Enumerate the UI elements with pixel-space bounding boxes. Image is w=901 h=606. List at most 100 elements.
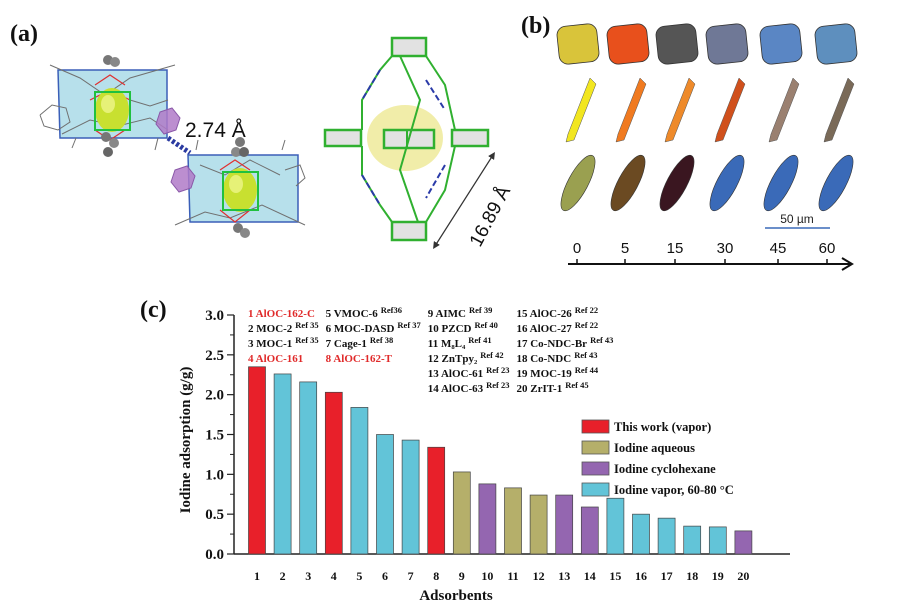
legend-swatch-cyclohexane: [581, 461, 610, 476]
y-tick-label: 3.0: [205, 308, 224, 324]
x-tick-label: 2: [280, 569, 286, 583]
adsorbent-annotation: 10 PZCD Ref 40: [428, 320, 498, 335]
bar-6: [376, 434, 394, 555]
legend-swatch-work: [581, 419, 610, 434]
crystal-square-1: [606, 23, 650, 65]
time-tick-label: 30: [717, 240, 734, 257]
crystal-needle-3: [714, 77, 746, 143]
adsorbent-annotation: 11 M₈L₄ Ref 41: [428, 335, 492, 350]
y-tick-label: 0.0: [205, 547, 224, 563]
crystal-needle-0: [565, 77, 597, 143]
crystal-needle-2: [664, 77, 696, 143]
adsorbent-annotation: 18 Co-NDC Ref 43: [516, 350, 597, 365]
bar-11: [504, 487, 522, 555]
adsorbent-annotation: 2 MOC-2 Ref 35: [248, 320, 319, 335]
bar-16: [632, 513, 650, 555]
y-tick-label: 1.0: [205, 467, 224, 483]
adsorbent-annotation: 13 AlOC-61 Ref 23: [428, 365, 510, 380]
crystal-ellipse-5: [818, 154, 854, 212]
x-tick-label: 7: [408, 569, 414, 583]
y-tick-label: 1.5: [205, 428, 224, 444]
adsorbent-annotation: 3 MOC-1 Ref 35: [248, 335, 319, 350]
x-tick-label: 17: [661, 569, 673, 583]
crystal-ellipse-2: [659, 154, 695, 212]
x-tick-label: 11: [507, 569, 518, 583]
adsorbent-annotation: 20 ZrIT-1 Ref 45: [516, 380, 588, 395]
adsorbent-annotation: 12 ZnTpy₂ Ref 42: [428, 350, 504, 365]
chart-legend: This work (vapor) Iodine aqueous Iodine cy…: [581, 419, 734, 497]
time-tick-label: 15: [667, 240, 684, 257]
crystal-needle-4: [768, 77, 800, 143]
x-tick-label: 20: [737, 569, 749, 583]
crystal-square-4: [759, 23, 803, 65]
bar-5: [350, 407, 369, 555]
bar-7: [401, 439, 420, 555]
adsorbent-annotation: 17 Co-NDC-Br Ref 43: [516, 335, 613, 350]
x-tick-label: 5: [356, 569, 362, 583]
bar-13: [555, 494, 574, 555]
panel-b-crystal-figure: 50 µm 0 5 15 30 45 60: [556, 23, 858, 271]
y-tick-label: 0.5: [205, 507, 224, 523]
distance-label: 2.74 Å: [185, 119, 246, 142]
bar-19: [708, 526, 727, 555]
legend-label-work: This work (vapor): [614, 420, 711, 434]
adsorbent-annotation: 5 VMOC-6 Ref36: [326, 305, 402, 320]
crystal-ellipse-3: [709, 154, 745, 212]
panel-a-structure-figure: 2.74 Å: [39, 36, 515, 250]
bar-12: [529, 494, 548, 555]
bar-15: [606, 497, 625, 555]
y-axis-label: Iodine adsorption (g/g): [178, 367, 194, 514]
time-tick-label: 45: [770, 240, 787, 257]
cage-left: [39, 55, 181, 157]
x-tick-label: 4: [331, 569, 337, 583]
hydrogen-bond-line: [166, 135, 192, 156]
crystal-square-2: [655, 23, 699, 65]
y-tick-label: 2.5: [205, 348, 224, 364]
x-tick-label: 9: [459, 569, 465, 583]
adsorbent-annotation: 1 AlOC-162-C: [248, 308, 315, 320]
x-tick-label: 19: [712, 569, 724, 583]
bar-9: [452, 471, 471, 555]
x-tick-label: 1: [254, 569, 260, 583]
crystal-ellipse-0: [560, 154, 596, 212]
adsorbent-annotation: 4 AlOC-161: [248, 353, 303, 365]
x-tick-label: 3: [305, 569, 311, 583]
x-tick-label: 6: [382, 569, 388, 583]
adsorbent-annotation: 15 AlOC-26 Ref 22: [516, 305, 598, 320]
x-tick-label: 8: [433, 569, 439, 583]
time-tick-label: 0: [573, 240, 581, 257]
adsorbent-annotations: 1 AlOC-162-C2 MOC-2 Ref 353 MOC-1 Ref 35 4 …: [248, 305, 613, 395]
legend-swatch-vapor: [581, 482, 610, 497]
bar-4: [324, 391, 343, 555]
cage-right: [170, 137, 306, 238]
legend-label-cyclohexane: Iodine cyclohexane: [614, 462, 716, 476]
y-tick-label: 2.0: [205, 388, 224, 404]
x-tick-label: 12: [533, 569, 545, 583]
x-tick-label: 15: [609, 569, 621, 583]
time-tick-label: 5: [621, 240, 629, 257]
adsorbent-annotation: 9 AIMC Ref 39: [428, 305, 493, 320]
crystal-square-3: [705, 23, 749, 65]
scale-bar-label: 50 µm: [780, 212, 814, 226]
x-tick-label: 18: [686, 569, 698, 583]
bar-2: [273, 373, 292, 555]
chart-axes: 0.0 0.5 1.0 1.5 2.0 2.5 3.0: [205, 308, 790, 563]
legend-label-vapor: Iodine vapor, 60-80 °C: [614, 483, 734, 497]
adsorbent-annotation: 6 MOC-DASD Ref 37: [326, 320, 422, 335]
bar-1: [248, 366, 266, 555]
adsorbent-annotation: 16 AlOC-27 Ref 22: [516, 320, 598, 335]
bar-3: [299, 381, 318, 555]
panel-b-label: (b): [521, 13, 551, 39]
x-tick-label: 16: [635, 569, 647, 583]
adsorbent-annotation: 7 Cage-1 Ref 38: [326, 335, 394, 350]
bar-8: [427, 446, 446, 555]
crystal-square-0: [556, 23, 600, 65]
bar-20: [734, 530, 753, 555]
x-tick-label: 10: [481, 569, 493, 583]
bar-17: [657, 517, 676, 555]
x-axis-label: Adsorbents: [419, 588, 493, 604]
x-tick-label: 14: [584, 569, 596, 583]
time-axis-arrow-icon: [841, 257, 854, 271]
adsorbent-annotation: 14 AlOC-63 Ref 23: [428, 380, 510, 395]
